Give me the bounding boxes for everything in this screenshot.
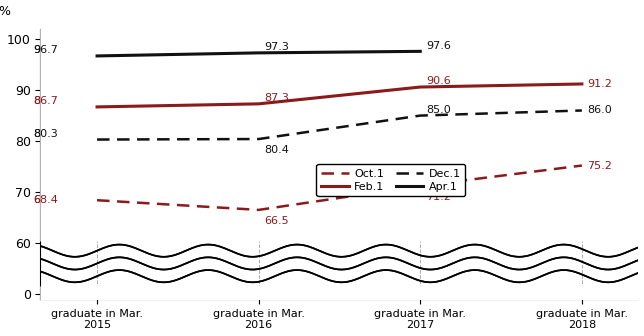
Text: 80.3: 80.3	[33, 129, 58, 139]
Text: 86.7: 86.7	[33, 96, 58, 107]
Text: 66.5: 66.5	[264, 216, 289, 226]
Text: 87.3: 87.3	[264, 93, 289, 103]
Text: 86.0: 86.0	[587, 106, 612, 116]
Text: 97.3: 97.3	[264, 42, 289, 52]
Legend: Oct.1, Feb.1, Dec.1, Apr.1: Oct.1, Feb.1, Dec.1, Apr.1	[316, 164, 466, 196]
Text: 91.2: 91.2	[587, 79, 612, 89]
Text: 71.2: 71.2	[426, 192, 451, 202]
Text: 75.2: 75.2	[587, 161, 612, 171]
Text: 86.0: 86.0	[587, 106, 612, 116]
Text: 68.4: 68.4	[33, 195, 58, 205]
Text: 96.7: 96.7	[33, 45, 58, 55]
Text: 75.2: 75.2	[587, 161, 612, 171]
Text: 96.7: 96.7	[33, 45, 58, 55]
Text: 87.3: 87.3	[264, 93, 289, 103]
Text: 71.2: 71.2	[426, 192, 451, 202]
Text: 97.6: 97.6	[426, 41, 451, 51]
Text: 68.4: 68.4	[33, 195, 58, 205]
Text: 66.5: 66.5	[264, 216, 289, 226]
Text: 85.0: 85.0	[426, 105, 451, 115]
Text: 91.2: 91.2	[587, 79, 612, 89]
Text: 90.6: 90.6	[426, 77, 451, 86]
Text: 80.3: 80.3	[33, 129, 58, 139]
Text: 97.3: 97.3	[264, 42, 289, 52]
Text: 85.0: 85.0	[426, 105, 451, 115]
Text: 80.4: 80.4	[264, 145, 289, 155]
Text: %: %	[0, 5, 11, 18]
Text: 97.6: 97.6	[426, 41, 451, 51]
Text: 90.6: 90.6	[426, 77, 451, 86]
Text: 86.7: 86.7	[33, 96, 58, 107]
Text: 80.4: 80.4	[264, 145, 289, 155]
